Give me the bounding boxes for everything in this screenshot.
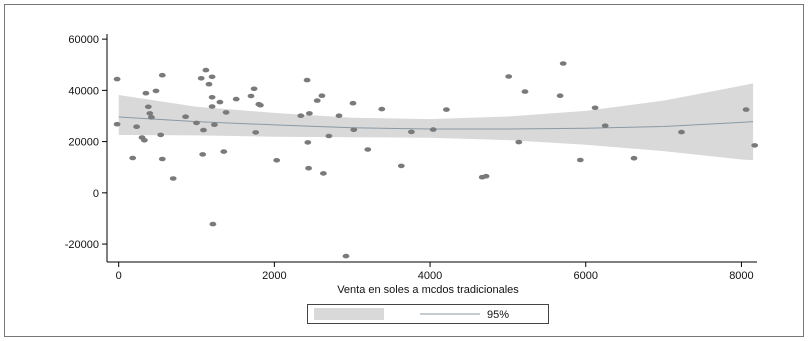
- scatter-point: [350, 127, 358, 133]
- scatter-point: [209, 221, 217, 227]
- scatter-point: [303, 77, 311, 83]
- scatter-point: [306, 111, 313, 116]
- scatter-point: [443, 107, 450, 112]
- scatter-point: [202, 67, 210, 73]
- figure-frame: [4, 4, 804, 337]
- scatter-point: [482, 173, 490, 179]
- scatter-point: [232, 96, 240, 102]
- scatter-point: [216, 99, 224, 105]
- scatter-point: [576, 157, 584, 163]
- scatter-point: [141, 138, 148, 143]
- scatter-point: [250, 86, 258, 92]
- scatter-point: [197, 76, 205, 81]
- scatter-point: [742, 107, 750, 112]
- x-tick-label: 6000: [574, 270, 598, 282]
- scatter-point: [144, 104, 152, 110]
- scatter-point: [304, 140, 312, 145]
- y-tick-label: 60000: [68, 34, 99, 46]
- fitted-line-layer: [118, 116, 754, 130]
- scatter-point: [193, 120, 200, 126]
- scatter-point: [146, 111, 154, 116]
- scatter-point: [318, 93, 326, 98]
- scatter-point: [252, 130, 260, 135]
- scatter-point: [297, 113, 305, 118]
- scatter-point: [157, 132, 165, 138]
- scatter-point: [591, 105, 599, 111]
- x-tick-label: 8000: [729, 270, 753, 282]
- scatter-point: [378, 106, 386, 112]
- scatter-points-layer: [113, 61, 759, 259]
- scatter-point: [208, 104, 216, 109]
- scatter-point: [199, 152, 207, 157]
- scatter-point: [408, 129, 415, 135]
- scatter-point: [364, 147, 372, 152]
- scatter-point: [342, 253, 350, 259]
- scatter-point: [751, 143, 759, 148]
- scatter-point: [169, 176, 177, 181]
- scatter-point: [222, 110, 230, 115]
- scatter-point: [182, 114, 190, 119]
- scatter-point: [630, 155, 638, 161]
- scatter-point: [505, 74, 513, 79]
- x-tick-label: 2000: [262, 270, 286, 282]
- scatter-point: [349, 100, 357, 106]
- y-tick-label: 20000: [68, 137, 99, 149]
- scatter-point: [205, 81, 213, 87]
- scatter-point: [113, 76, 121, 82]
- scatter-point: [678, 129, 685, 135]
- legend: 95%: [307, 304, 549, 324]
- ticks-layer: 0 2000 4000 6000 8000 -20000 0 20000 40000 60000: [65, 34, 754, 282]
- scatter-point: [247, 93, 255, 99]
- x-axis-title: Venta en soles a mcdos tradicionales: [337, 284, 519, 296]
- scatter-point: [208, 74, 216, 80]
- scatter-point: [320, 171, 327, 176]
- x-tick-label: 0: [116, 270, 122, 282]
- legend-band-swatch: [314, 308, 384, 320]
- scatter-point: [148, 115, 155, 120]
- y-tick-label: -20000: [65, 239, 99, 251]
- scatter-point: [429, 127, 437, 132]
- y-tick-label: 0: [93, 188, 99, 200]
- confidence-band-layer: [118, 83, 754, 161]
- scatter-point: [397, 163, 405, 169]
- scatter-point: [200, 127, 207, 133]
- scatter-point: [515, 139, 523, 145]
- confidence-band: [118, 83, 754, 161]
- scatter-point: [313, 98, 321, 103]
- scatter-point: [556, 93, 564, 98]
- scatter-point: [273, 158, 281, 163]
- scatter-point: [601, 123, 609, 128]
- scatter-point: [220, 149, 228, 154]
- fitted-line: [118, 116, 754, 130]
- scatter-point: [325, 133, 333, 139]
- scatter-point: [257, 102, 264, 108]
- scatter-point: [305, 165, 312, 171]
- x-tick-label: 4000: [418, 270, 442, 282]
- scatter-point: [211, 122, 218, 127]
- scatter-point: [559, 61, 567, 66]
- scatter-point: [129, 155, 137, 161]
- scatter-point: [142, 90, 150, 96]
- scatter-point: [113, 121, 121, 127]
- scatter-point: [158, 72, 166, 78]
- legend-label: 95%: [487, 309, 509, 321]
- scatter-point: [335, 113, 343, 118]
- scatter-point: [133, 124, 141, 129]
- scatter-point: [521, 89, 529, 94]
- axes-layer: [106, 34, 757, 263]
- scatter-point: [152, 88, 160, 94]
- scatter-point: [158, 156, 166, 162]
- y-tick-label: 40000: [68, 85, 99, 97]
- scatter-point: [208, 95, 216, 100]
